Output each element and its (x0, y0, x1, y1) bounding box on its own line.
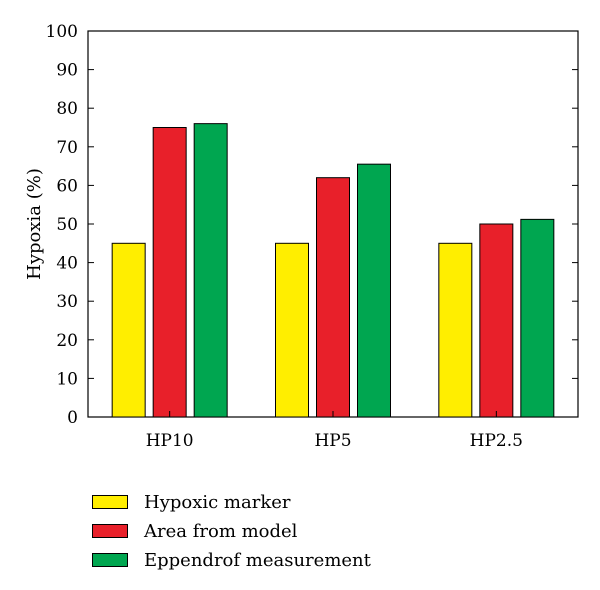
legend-item-area-from-model: Area from model (92, 517, 371, 545)
legend-swatch-area-from-model (92, 524, 128, 538)
y-tick-label: 70 (56, 138, 78, 158)
y-axis-title: Hypoxia (%) (24, 168, 45, 280)
y-tick-label: 60 (56, 176, 78, 196)
bar-hp2-5-1 (438, 242, 473, 418)
bars-group (111, 123, 555, 418)
bar-hp5-3 (357, 163, 391, 418)
legend-swatch-hypoxic-marker (92, 495, 128, 509)
bar-hp5-1 (275, 242, 309, 418)
legend-item-eppendrof-measurement: Eppendrof measurement (92, 546, 371, 574)
bar-hp10-2 (152, 127, 187, 418)
y-tick-label: 0 (67, 408, 78, 428)
x-axis-labels: HP10 HP5 HP2.5 (146, 411, 523, 451)
legend-swatch-eppendrof-measurement (92, 553, 128, 567)
y-tick-label: 10 (56, 369, 78, 389)
y-tick-label: 40 (56, 254, 78, 274)
y-tick-label: 50 (56, 215, 78, 235)
bar-hp2-5-3 (520, 218, 555, 418)
y-tick-label: 20 (56, 331, 78, 351)
y-tick-label: 90 (56, 61, 78, 81)
y-tick-label: 100 (46, 22, 78, 42)
x-category-label: HP2.5 (470, 431, 523, 451)
bar-hp10-3 (193, 123, 228, 418)
legend-label-hypoxic-marker: Hypoxic marker (144, 491, 291, 513)
y-tick-label: 80 (56, 99, 78, 119)
bar-hp10-1 (111, 242, 146, 418)
x-category-label: HP5 (314, 431, 351, 451)
x-category-label: HP10 (146, 431, 194, 451)
legend-item-hypoxic-marker: Hypoxic marker (92, 488, 371, 516)
y-axis-ticks: 0 10 20 30 40 50 60 70 80 90 100 (46, 22, 578, 428)
legend-label-area-from-model: Area from model (144, 520, 298, 542)
y-tick-label: 30 (56, 292, 78, 312)
legend: Hypoxic marker Area from model Eppendrof… (92, 488, 371, 575)
bar-hp5-2 (316, 177, 350, 418)
bar-hp2-5-2 (479, 223, 514, 418)
hypoxia-bar-chart: 0 10 20 30 40 50 60 70 80 90 100 HP10 HP5 HP2.5 Hypo… (24, 22, 579, 451)
legend-label-eppendrof-measurement: Eppendrof measurement (144, 549, 371, 571)
